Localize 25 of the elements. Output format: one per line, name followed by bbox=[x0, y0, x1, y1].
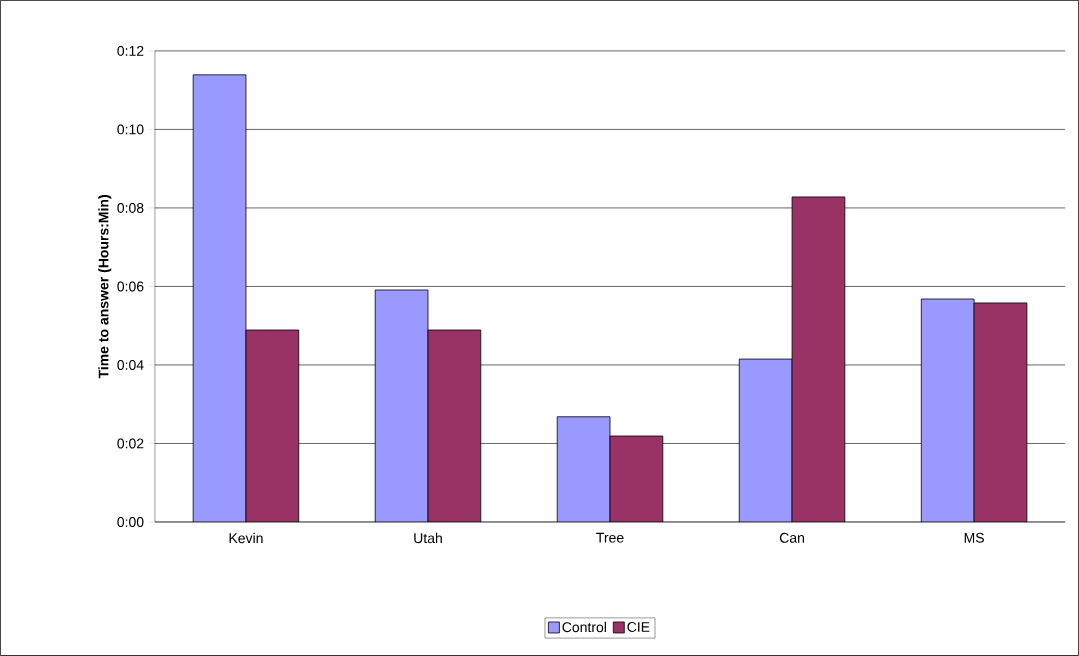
y-tick-label: 0:02 bbox=[117, 438, 144, 449]
y-tick-label: 0:06 bbox=[117, 281, 144, 292]
y-tick-label: 0:04 bbox=[117, 360, 144, 370]
bar bbox=[192, 74, 247, 523]
x-tick-label: Can bbox=[779, 532, 804, 543]
y-tick-label: 0:12 bbox=[117, 45, 144, 56]
x-tick-label: Kevin bbox=[229, 532, 263, 544]
y-axis-title: Time to answer (Hours:Min) bbox=[98, 195, 112, 379]
y-tick-label: 0:00 bbox=[117, 517, 144, 527]
legend-label: CIE bbox=[627, 622, 650, 633]
x-tick-label: Tree bbox=[596, 532, 624, 543]
bar bbox=[427, 329, 482, 523]
bar bbox=[973, 302, 1028, 523]
y-tick-label: 0:10 bbox=[117, 124, 144, 135]
bar bbox=[374, 289, 429, 523]
x-tick-label: Utah bbox=[414, 532, 442, 544]
bar bbox=[791, 196, 846, 523]
bar bbox=[609, 435, 664, 523]
bar bbox=[738, 358, 793, 523]
bar bbox=[920, 298, 975, 523]
bar bbox=[556, 416, 611, 523]
legend-label: Control bbox=[562, 621, 606, 633]
y-tick-label: 0:08 bbox=[117, 203, 144, 213]
x-tick-label: MS bbox=[964, 532, 984, 543]
bar bbox=[245, 329, 300, 523]
